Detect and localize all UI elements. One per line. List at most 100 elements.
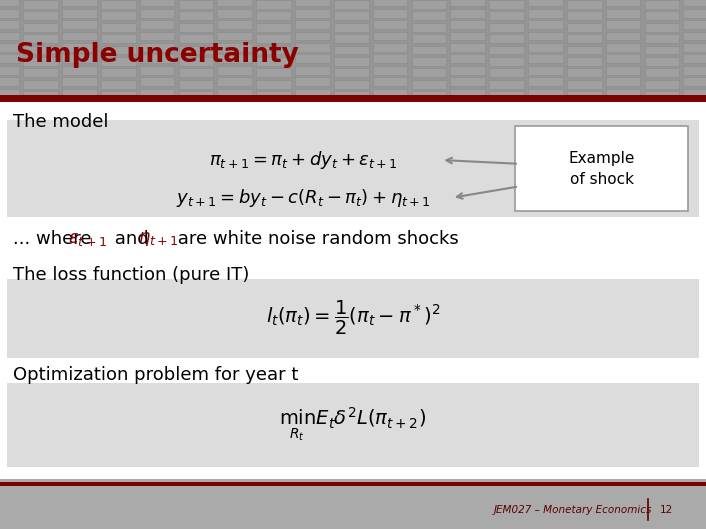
FancyBboxPatch shape — [217, 32, 252, 41]
Text: Optimization problem for year t: Optimization problem for year t — [13, 367, 298, 385]
FancyBboxPatch shape — [62, 77, 97, 86]
FancyBboxPatch shape — [217, 77, 252, 86]
FancyBboxPatch shape — [23, 34, 58, 43]
Text: $\eta_{t+1}$: $\eta_{t+1}$ — [138, 230, 179, 248]
FancyBboxPatch shape — [217, 54, 252, 63]
FancyBboxPatch shape — [645, 34, 679, 43]
FancyBboxPatch shape — [567, 68, 602, 77]
FancyBboxPatch shape — [645, 68, 679, 77]
FancyBboxPatch shape — [179, 23, 213, 32]
FancyBboxPatch shape — [334, 0, 369, 9]
FancyBboxPatch shape — [256, 34, 291, 43]
FancyBboxPatch shape — [179, 11, 213, 20]
FancyBboxPatch shape — [645, 23, 679, 32]
FancyBboxPatch shape — [62, 89, 97, 97]
FancyBboxPatch shape — [140, 32, 174, 41]
FancyBboxPatch shape — [528, 89, 563, 97]
FancyBboxPatch shape — [101, 91, 136, 100]
Text: JEM027 – Monetary Economics: JEM027 – Monetary Economics — [494, 505, 652, 515]
FancyBboxPatch shape — [23, 45, 58, 54]
FancyBboxPatch shape — [179, 45, 213, 54]
FancyBboxPatch shape — [62, 54, 97, 63]
FancyBboxPatch shape — [179, 57, 213, 66]
FancyBboxPatch shape — [140, 0, 174, 6]
FancyBboxPatch shape — [256, 91, 291, 100]
FancyBboxPatch shape — [140, 54, 174, 63]
FancyBboxPatch shape — [101, 80, 136, 89]
FancyBboxPatch shape — [23, 23, 58, 32]
FancyBboxPatch shape — [0, 54, 19, 63]
FancyBboxPatch shape — [334, 45, 369, 54]
FancyBboxPatch shape — [140, 66, 174, 75]
Text: $y_{t+1} = by_t - c(R_t - \pi_t) + \eta_{t+1}$: $y_{t+1} = by_t - c(R_t - \pi_t) + \eta_… — [176, 187, 431, 209]
FancyBboxPatch shape — [683, 77, 706, 86]
FancyBboxPatch shape — [101, 23, 136, 32]
FancyBboxPatch shape — [217, 66, 252, 75]
FancyBboxPatch shape — [645, 11, 679, 20]
FancyBboxPatch shape — [0, 43, 19, 52]
FancyBboxPatch shape — [528, 32, 563, 41]
FancyBboxPatch shape — [179, 0, 213, 9]
FancyBboxPatch shape — [515, 126, 688, 211]
FancyBboxPatch shape — [412, 91, 446, 100]
FancyBboxPatch shape — [412, 57, 446, 66]
FancyBboxPatch shape — [373, 66, 407, 75]
FancyBboxPatch shape — [373, 89, 407, 97]
FancyBboxPatch shape — [334, 23, 369, 32]
FancyBboxPatch shape — [256, 11, 291, 20]
FancyBboxPatch shape — [412, 68, 446, 77]
FancyBboxPatch shape — [528, 8, 563, 17]
FancyBboxPatch shape — [101, 45, 136, 54]
FancyBboxPatch shape — [256, 80, 291, 89]
FancyBboxPatch shape — [7, 279, 699, 358]
FancyBboxPatch shape — [140, 77, 174, 86]
FancyBboxPatch shape — [101, 57, 136, 66]
FancyBboxPatch shape — [62, 8, 97, 17]
FancyBboxPatch shape — [567, 34, 602, 43]
FancyBboxPatch shape — [489, 80, 524, 89]
FancyBboxPatch shape — [606, 89, 640, 97]
FancyBboxPatch shape — [179, 68, 213, 77]
FancyBboxPatch shape — [62, 0, 97, 6]
FancyBboxPatch shape — [256, 45, 291, 54]
FancyBboxPatch shape — [412, 11, 446, 20]
FancyBboxPatch shape — [334, 34, 369, 43]
FancyBboxPatch shape — [62, 32, 97, 41]
FancyBboxPatch shape — [528, 66, 563, 75]
FancyBboxPatch shape — [683, 32, 706, 41]
FancyBboxPatch shape — [217, 0, 252, 6]
FancyBboxPatch shape — [683, 20, 706, 29]
FancyBboxPatch shape — [567, 80, 602, 89]
FancyBboxPatch shape — [373, 54, 407, 63]
FancyBboxPatch shape — [528, 0, 563, 6]
FancyBboxPatch shape — [489, 91, 524, 100]
FancyBboxPatch shape — [217, 8, 252, 17]
FancyBboxPatch shape — [567, 0, 602, 9]
Text: The loss function (pure IT): The loss function (pure IT) — [13, 266, 249, 284]
FancyBboxPatch shape — [567, 57, 602, 66]
FancyBboxPatch shape — [101, 11, 136, 20]
FancyBboxPatch shape — [645, 80, 679, 89]
FancyBboxPatch shape — [373, 43, 407, 52]
FancyBboxPatch shape — [101, 34, 136, 43]
FancyBboxPatch shape — [179, 80, 213, 89]
Text: Simple uncertainty: Simple uncertainty — [16, 42, 299, 68]
FancyBboxPatch shape — [217, 89, 252, 97]
FancyBboxPatch shape — [606, 43, 640, 52]
FancyBboxPatch shape — [23, 91, 58, 100]
FancyBboxPatch shape — [62, 66, 97, 75]
FancyBboxPatch shape — [295, 0, 330, 6]
Text: 12: 12 — [660, 505, 674, 515]
FancyBboxPatch shape — [295, 20, 330, 29]
FancyBboxPatch shape — [683, 43, 706, 52]
FancyBboxPatch shape — [62, 20, 97, 29]
FancyBboxPatch shape — [412, 45, 446, 54]
FancyBboxPatch shape — [606, 66, 640, 75]
FancyBboxPatch shape — [645, 45, 679, 54]
FancyBboxPatch shape — [683, 54, 706, 63]
FancyBboxPatch shape — [217, 43, 252, 52]
FancyBboxPatch shape — [450, 20, 485, 29]
FancyBboxPatch shape — [373, 0, 407, 6]
FancyBboxPatch shape — [0, 66, 19, 75]
Text: $l_t(\pi_t) = \dfrac{1}{2}(\pi_t - \pi^*)^2$: $l_t(\pi_t) = \dfrac{1}{2}(\pi_t - \pi^*… — [265, 299, 441, 338]
